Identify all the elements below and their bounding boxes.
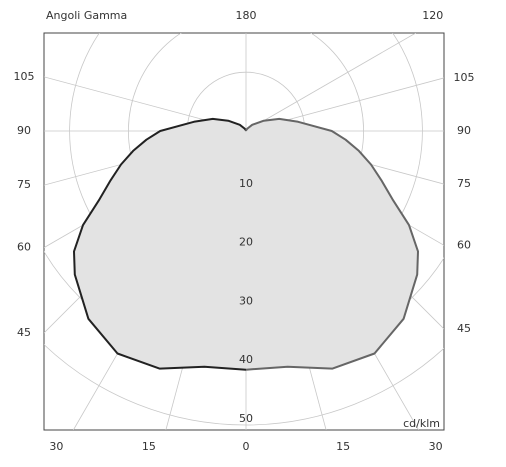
theta-tick-label: 105 — [454, 71, 475, 84]
theta-tick-label: 60 — [17, 241, 31, 254]
theta-tick-label: 60 — [457, 238, 471, 251]
r-tick-label: 50 — [239, 412, 253, 425]
curve-line — [73, 117, 247, 371]
marks-group — [73, 117, 419, 371]
theta-tick-label: 90 — [17, 124, 31, 137]
theta-tick-label: 75 — [17, 178, 31, 191]
theta-tick-label: 30 — [429, 440, 443, 453]
spoke-grid-line — [245, 33, 416, 132]
r-tick-label: 20 — [239, 236, 253, 249]
curve-fill — [246, 118, 418, 370]
theta-tick-label: 90 — [457, 124, 471, 137]
theta-tick-label: 30 — [49, 440, 63, 453]
theta-tick-label: 45 — [17, 326, 31, 339]
theta-tick-label: 180 — [236, 9, 257, 22]
theta-tick-label: 15 — [336, 440, 350, 453]
theta-tick-label: 120 — [422, 9, 443, 22]
theta-tick-label: 0 — [243, 440, 250, 453]
r-tick-label: 30 — [239, 294, 253, 307]
chart-title: Angoli Gamma — [46, 9, 127, 22]
theta-tick-label: 15 — [142, 440, 156, 453]
theta-tick-label: 105 — [14, 70, 35, 83]
theta-tick-label: 75 — [457, 177, 471, 190]
r-tick-label: 10 — [239, 177, 253, 190]
theta-tick-label: 45 — [457, 322, 471, 335]
labels-group: 10 20 30 40 50 15 30 45 60 75 90 105 15 30 45 60 75 90 105… — [14, 9, 475, 453]
curve-fill — [74, 118, 246, 370]
unit-label: cd/klm — [403, 417, 440, 430]
r-tick-label: 40 — [239, 353, 253, 366]
curve-line — [245, 117, 419, 371]
